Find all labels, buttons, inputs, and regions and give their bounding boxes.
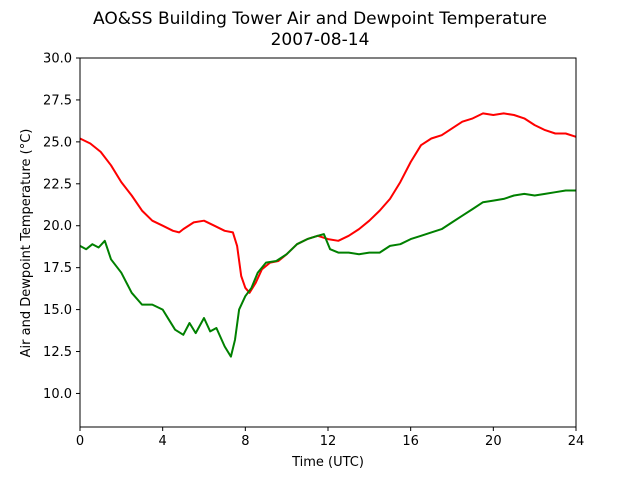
y-tick-label: 25.0: [43, 135, 72, 150]
chart-title: AO&SS Building Tower Air and Dewpoint Te…: [93, 9, 547, 29]
x-tick-label: 0: [76, 434, 84, 449]
y-tick-label: 17.5: [43, 261, 72, 276]
y-tick-label: 30.0: [43, 52, 72, 67]
x-tick-label: 4: [159, 434, 167, 449]
y-tick-label: 15.0: [43, 303, 72, 318]
x-tick-label: 20: [485, 434, 502, 449]
y-axis-label: Air and Dewpoint Temperature (°C): [19, 129, 34, 358]
y-tick-label: 12.5: [43, 345, 72, 360]
y-tick-label: 10.0: [43, 387, 72, 402]
x-axis-label: Time (UTC): [291, 455, 364, 470]
series-line-2: [79, 189, 576, 358]
axes-layer: 0 4 8 12 16 20 24 10.0 12.5 15.0 17.5 20.0 22.5 25.0 2…: [43, 52, 584, 450]
x-tick-label: 24: [568, 434, 585, 449]
y-tick-label: 20.0: [43, 219, 72, 234]
series-layer: [79, 112, 577, 358]
x-tick-label: 8: [241, 434, 249, 449]
series-line-1: [79, 112, 577, 294]
y-tick-label: 27.5: [43, 93, 72, 108]
x-tick-label: 12: [320, 434, 337, 449]
y-tick-label: 22.5: [43, 177, 72, 192]
chart-subtitle: 2007-08-14: [271, 30, 370, 50]
x-tick-label: 16: [402, 434, 419, 449]
